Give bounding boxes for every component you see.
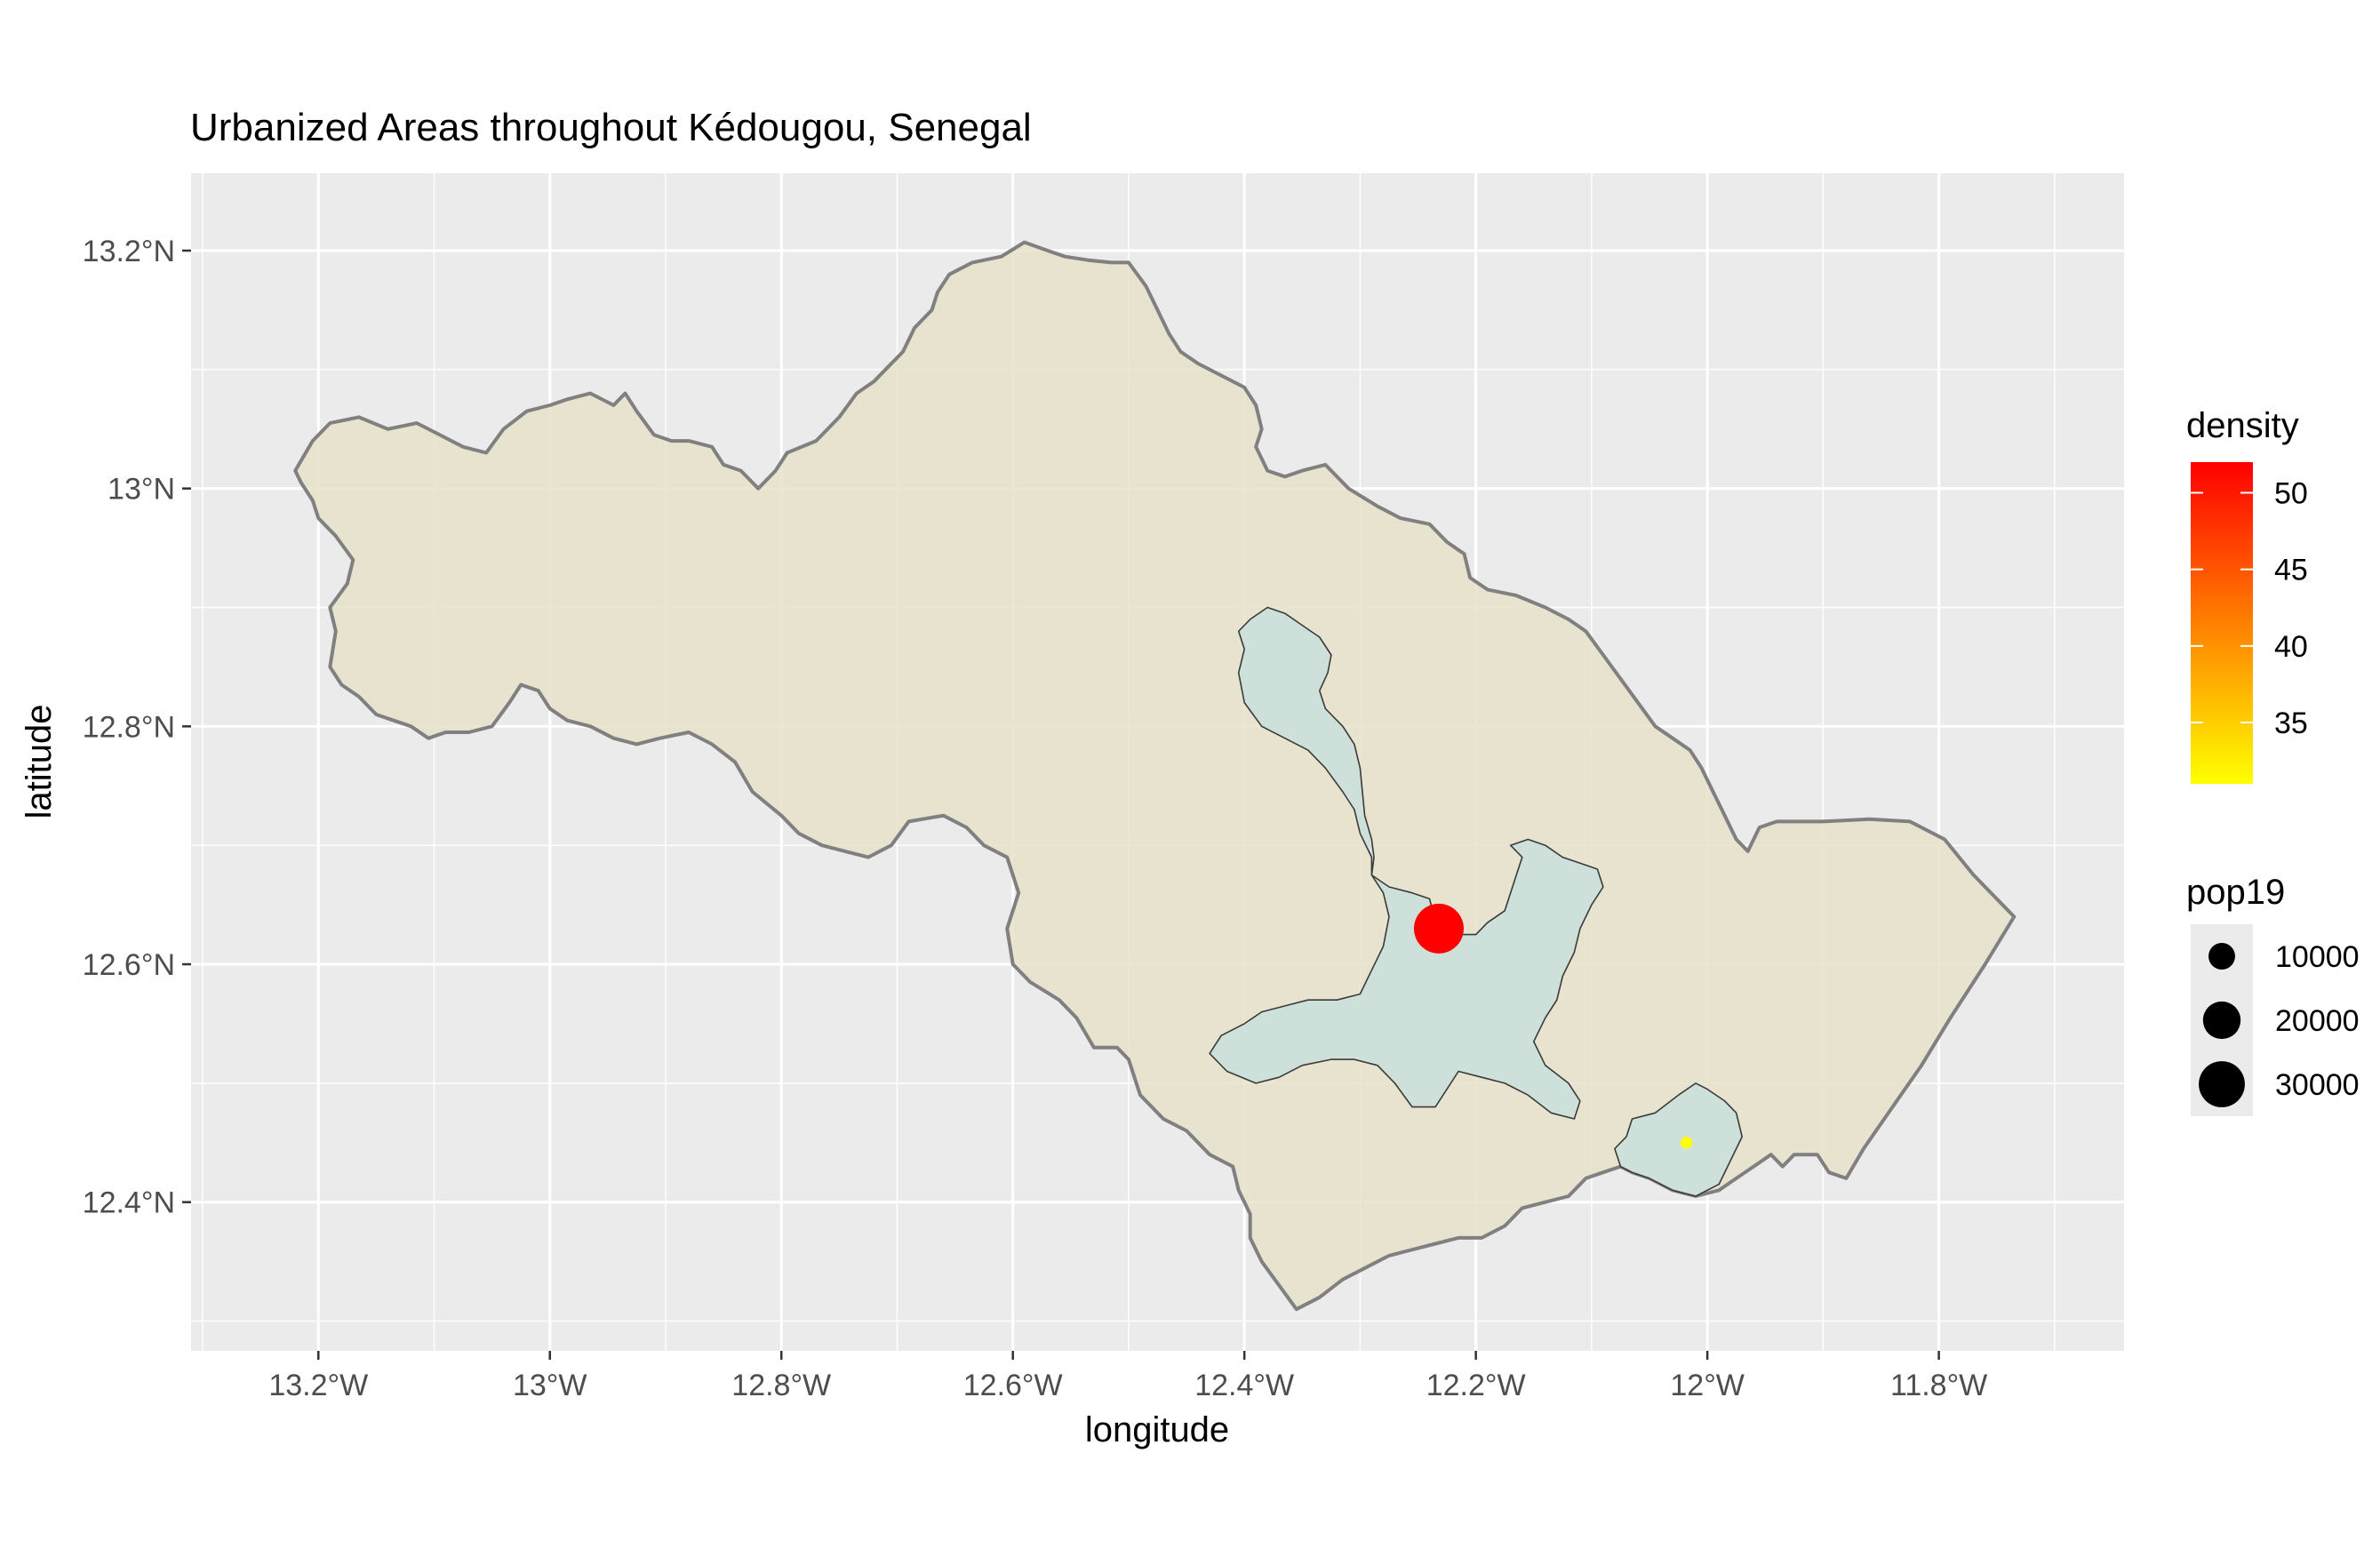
y-tick-label: 13°N	[108, 473, 175, 507]
y-tick-label: 13.2°N	[83, 235, 175, 268]
x-tick-label: 12.4°W	[1194, 1369, 1294, 1402]
density-tick-label: 50	[2274, 476, 2308, 510]
pop19-key-circle	[2202, 1001, 2241, 1040]
x-tick-label: 13°W	[513, 1369, 587, 1402]
density-tick-label: 40	[2274, 630, 2308, 664]
pop19-key-circle	[2208, 943, 2235, 970]
density-legend: density 35 40 45 50	[2186, 406, 2308, 784]
x-axis: 13.2°W 13°W 12.8°W 12.6°W 12.4°W 12.2°W 12°W 11…	[268, 1351, 1987, 1402]
region-kedougou	[293, 240, 2017, 1312]
x-tick-label: 12.6°W	[963, 1369, 1063, 1402]
y-axis: 12.4°N 12.6°N 12.8°N 13°N 13.2°N	[83, 235, 191, 1220]
pop19-legend-title: pop19	[2186, 873, 2285, 912]
x-tick-label: 12.2°W	[1426, 1369, 1526, 1402]
y-tick-label: 12.4°N	[83, 1186, 175, 1220]
urban-point-2	[1681, 1137, 1693, 1149]
x-tick-label: 12.8°W	[731, 1369, 831, 1402]
x-tick-label: 11.8°W	[1890, 1369, 1987, 1402]
x-tick-label: 13.2°W	[268, 1369, 368, 1402]
density-tick-label: 35	[2274, 707, 2308, 740]
y-tick-label: 12.6°N	[83, 948, 175, 982]
points-layer	[1413, 903, 1693, 1149]
density-tick-label: 45	[2274, 554, 2308, 587]
y-axis-label: latitude	[20, 705, 59, 819]
pop19-key-circle	[2199, 1061, 2245, 1107]
map-layer	[293, 240, 2017, 1312]
urban-point-1	[1413, 903, 1464, 954]
chart-title: Urbanized Areas throughout Kédougou, Sen…	[190, 106, 1032, 149]
x-tick-label: 12°W	[1670, 1369, 1745, 1402]
pop19-legend: pop19 10000 20000 30000	[2186, 873, 2360, 1116]
y-tick-label: 12.8°N	[83, 710, 175, 744]
pop19-key-label: 30000	[2275, 1068, 2360, 1102]
pop19-key-label: 10000	[2275, 940, 2360, 974]
density-legend-title: density	[2186, 406, 2299, 445]
x-axis-label: longitude	[1085, 1410, 1229, 1449]
density-colorbar	[2191, 462, 2253, 784]
pop19-key-label: 20000	[2275, 1004, 2360, 1038]
urban-area-1	[1209, 606, 1604, 1120]
urban-area-2	[1614, 1082, 1743, 1197]
